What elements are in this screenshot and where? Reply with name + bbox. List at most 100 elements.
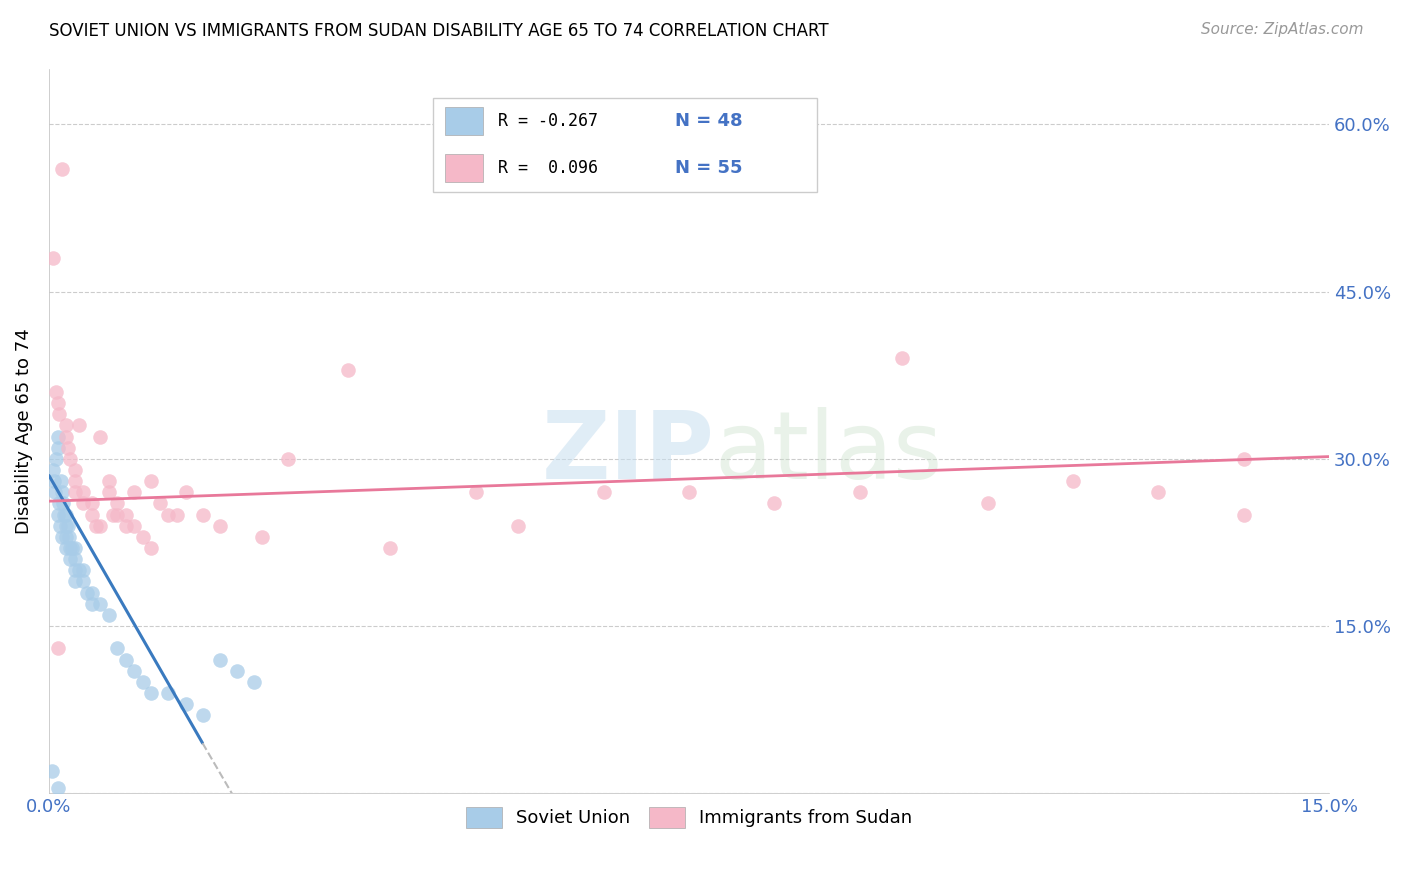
- Point: [464, 485, 486, 500]
- Point: [208, 518, 231, 533]
- Point: [49, 474, 72, 488]
- Point: [46, 396, 69, 410]
- Point: [592, 485, 614, 500]
- Point: [191, 708, 214, 723]
- Point: [53, 508, 76, 522]
- Point: [97, 485, 120, 500]
- Point: [63, 485, 86, 500]
- Point: [44, 485, 66, 500]
- Point: [132, 530, 155, 544]
- Point: [55, 429, 77, 443]
- Text: ZIP: ZIP: [541, 407, 714, 499]
- Point: [42, 474, 65, 488]
- Point: [58, 530, 80, 544]
- Point: [80, 585, 103, 599]
- Point: [55, 418, 77, 433]
- Point: [51, 161, 73, 176]
- Point: [72, 485, 94, 500]
- Point: [174, 485, 197, 500]
- Point: [63, 474, 86, 488]
- Point: [84, 518, 107, 533]
- Point: [105, 508, 128, 522]
- Point: [174, 697, 197, 711]
- Point: [67, 418, 90, 433]
- Point: [42, 463, 65, 477]
- Point: [46, 641, 69, 656]
- Point: [678, 485, 700, 500]
- Point: [891, 351, 914, 366]
- Point: [60, 541, 83, 555]
- Point: [114, 518, 136, 533]
- Point: [252, 530, 274, 544]
- Point: [46, 441, 69, 455]
- Point: [55, 541, 77, 555]
- Point: [46, 780, 69, 795]
- Point: [1233, 508, 1256, 522]
- Point: [97, 474, 120, 488]
- Point: [80, 496, 103, 510]
- Point: [132, 674, 155, 689]
- Point: [166, 508, 188, 522]
- Point: [124, 664, 146, 678]
- Point: [157, 686, 180, 700]
- Point: [976, 496, 998, 510]
- Point: [97, 607, 120, 622]
- Point: [63, 574, 86, 589]
- Point: [63, 541, 86, 555]
- Point: [51, 530, 73, 544]
- Point: [55, 508, 77, 522]
- Point: [105, 496, 128, 510]
- Point: [72, 496, 94, 510]
- Point: [72, 574, 94, 589]
- Point: [763, 496, 786, 510]
- Point: [1062, 474, 1084, 488]
- Point: [114, 508, 136, 522]
- Point: [1233, 451, 1256, 466]
- Point: [124, 485, 146, 500]
- Point: [336, 362, 359, 376]
- Point: [59, 552, 82, 566]
- Point: [41, 764, 63, 778]
- Point: [56, 518, 79, 533]
- Point: [55, 530, 77, 544]
- Point: [242, 674, 264, 689]
- Point: [277, 451, 299, 466]
- Point: [848, 485, 870, 500]
- Point: [80, 597, 103, 611]
- Text: SOVIET UNION VS IMMIGRANTS FROM SUDAN DISABILITY AGE 65 TO 74 CORRELATION CHART: SOVIET UNION VS IMMIGRANTS FROM SUDAN DI…: [49, 22, 828, 40]
- Point: [59, 451, 82, 466]
- Point: [55, 518, 77, 533]
- Point: [141, 474, 163, 488]
- Point: [56, 441, 79, 455]
- Point: [51, 485, 73, 500]
- Text: Source: ZipAtlas.com: Source: ZipAtlas.com: [1201, 22, 1364, 37]
- Point: [67, 563, 90, 577]
- Point: [157, 508, 180, 522]
- Point: [1147, 485, 1170, 500]
- Point: [124, 518, 146, 533]
- Y-axis label: Disability Age 65 to 74: Disability Age 65 to 74: [15, 328, 32, 533]
- Point: [89, 597, 111, 611]
- Point: [45, 384, 67, 399]
- Point: [225, 664, 247, 678]
- Point: [63, 463, 86, 477]
- Point: [89, 518, 111, 533]
- Point: [508, 518, 530, 533]
- Point: [101, 508, 124, 522]
- Text: atlas: atlas: [714, 407, 943, 499]
- Point: [72, 563, 94, 577]
- Point: [149, 496, 172, 510]
- Point: [105, 641, 128, 656]
- Point: [42, 251, 65, 265]
- Point: [46, 508, 69, 522]
- Point: [80, 508, 103, 522]
- Point: [48, 407, 70, 421]
- Point: [191, 508, 214, 522]
- Point: [49, 518, 72, 533]
- Point: [45, 451, 67, 466]
- Point: [208, 652, 231, 666]
- Point: [52, 496, 75, 510]
- Point: [114, 652, 136, 666]
- Point: [141, 686, 163, 700]
- Point: [46, 429, 69, 443]
